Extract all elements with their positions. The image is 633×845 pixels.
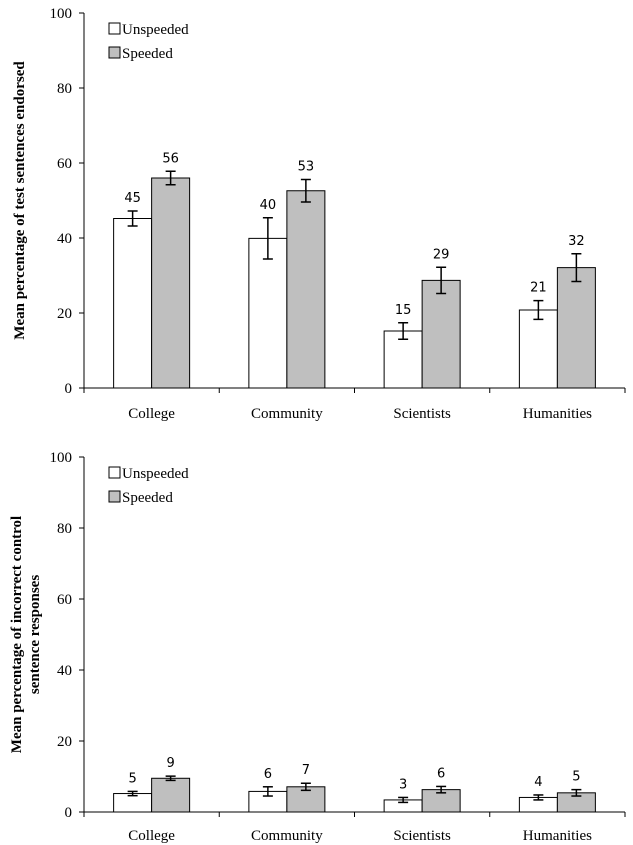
data-label: 4 — [534, 775, 542, 790]
legend-label: Unspeeded — [122, 466, 189, 482]
y-tick-label: 0 — [65, 381, 73, 397]
y-tick-label: 20 — [57, 306, 72, 322]
category-label: Community — [251, 406, 323, 422]
data-label: 15 — [395, 303, 412, 318]
y-tick-label: 100 — [50, 6, 73, 22]
y-axis-title: Mean percentage of test sentences endors… — [12, 61, 28, 340]
bar-speeded — [286, 190, 326, 389]
legend-label: Speeded — [122, 46, 173, 62]
y-tick-label: 0 — [65, 805, 73, 821]
data-label: 3 — [399, 777, 407, 792]
data-label: 40 — [260, 198, 277, 213]
data-label: 45 — [124, 191, 141, 206]
y-axis-title: Mean percentage of incorrect control — [9, 516, 25, 753]
y-tick-label: 80 — [57, 521, 72, 537]
chart-panel-1: 0 20 40 60 80 100 College Community Scientists Hu… — [12, 6, 626, 422]
data-label: 53 — [298, 160, 315, 175]
data-label: 6 — [264, 767, 272, 782]
legend-swatch — [108, 22, 121, 35]
bar-speeded — [151, 777, 191, 813]
data-label: 7 — [302, 763, 310, 778]
y-tick-label: 60 — [57, 156, 72, 172]
data-label: 56 — [162, 151, 179, 166]
data-label: 29 — [433, 247, 450, 262]
category-label: Scientists — [393, 406, 451, 422]
y-tick-label: 20 — [57, 734, 72, 750]
data-label: 21 — [530, 281, 547, 296]
legend-label: Unspeeded — [122, 22, 189, 38]
category-label: Humanities — [523, 828, 592, 844]
bar-unspeeded — [518, 309, 558, 389]
bar-speeded — [556, 267, 596, 389]
bar-speeded — [151, 177, 191, 389]
category-label: Community — [251, 828, 323, 844]
data-label: 6 — [437, 766, 445, 781]
data-label: 5 — [128, 771, 136, 786]
data-label: 9 — [166, 756, 174, 771]
category-label: College — [128, 406, 175, 422]
y-axis-title: sentence responses — [27, 575, 43, 694]
legend-swatch — [108, 466, 121, 479]
bar-unspeeded — [248, 237, 288, 389]
legend-label: Speeded — [122, 490, 173, 506]
y-tick-label: 60 — [57, 592, 72, 608]
y-tick-label: 80 — [57, 81, 72, 97]
data-label: 5 — [572, 770, 580, 785]
y-tick-label: 100 — [50, 450, 73, 466]
category-label: College — [128, 828, 175, 844]
chart-panel-2: 0 20 40 60 80 100 College Community Scientists Hu… — [9, 450, 626, 844]
category-label: Humanities — [523, 406, 592, 422]
y-tick-label: 40 — [57, 231, 72, 247]
category-label: Scientists — [393, 828, 451, 844]
y-tick-label: 40 — [57, 663, 72, 679]
legend-swatch — [108, 46, 121, 59]
bar-speeded — [421, 279, 461, 389]
legend-swatch — [108, 490, 121, 503]
bar-unspeeded — [113, 218, 153, 389]
data-label: 32 — [568, 234, 585, 249]
